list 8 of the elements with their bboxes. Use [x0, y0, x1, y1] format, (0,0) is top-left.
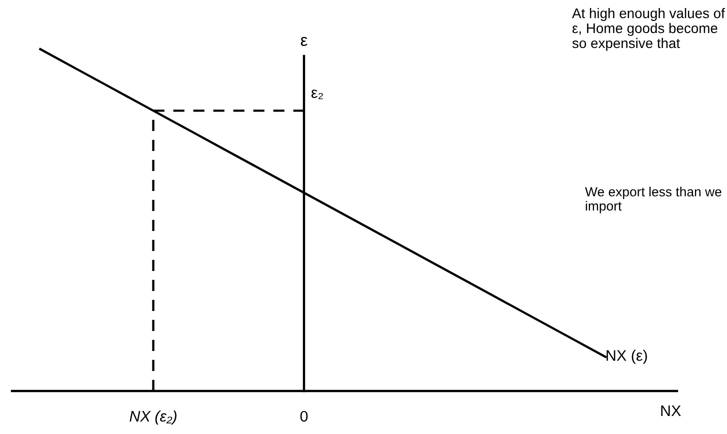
- x-tick-label: 0: [300, 410, 308, 422]
- x-axis-title: NX: [661, 405, 681, 416]
- annotation: We export less than we import: [585, 186, 722, 214]
- series-label: NX (ε): [606, 350, 647, 364]
- x-tick-label: NX (ε₂): [130, 410, 176, 425]
- y-axis-title: ε: [300, 36, 308, 46]
- annotation: At high enough values of ε, Home goods become so expensive that: [572, 8, 725, 51]
- annotation: ε₂: [311, 90, 323, 100]
